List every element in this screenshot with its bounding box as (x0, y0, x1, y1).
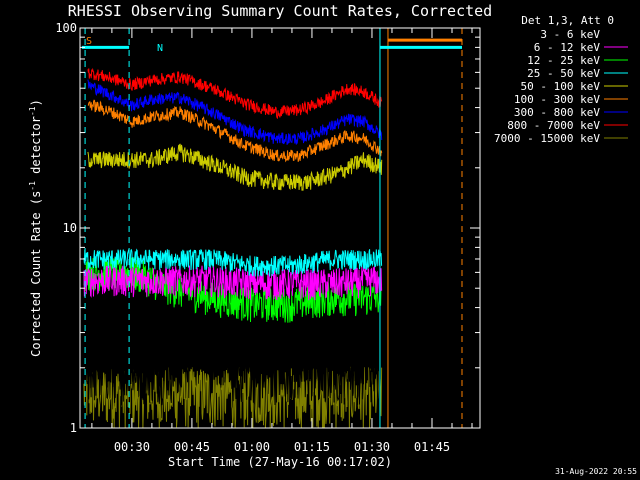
legend-label-100-300-kev: 100 - 300 keV (514, 93, 600, 106)
series-line-800-7000-kev (87, 67, 383, 120)
x-tick-label: 01:45 (414, 440, 450, 454)
legend-label-25-50-kev: 25 - 50 keV (527, 67, 600, 80)
y-axis-label-end: ) (29, 99, 43, 106)
series-line-12-25-kev (83, 255, 383, 323)
y-axis-label-sup1: -1 (28, 181, 37, 191)
x-tick-label: 00:45 (174, 440, 210, 454)
annotation-s: S (86, 36, 92, 47)
y-tick-label: 1 (70, 421, 77, 435)
legend-label-12-25-kev: 12 - 25 keV (527, 54, 600, 67)
y-axis-label-main: Corrected Count Rate (s (29, 191, 43, 357)
series-line-25-50-kev (83, 248, 383, 277)
legend-label-800-7000-kev: 800 - 7000 keV (507, 119, 600, 132)
plot-data (83, 67, 383, 429)
y-tick-label: 10 (63, 221, 77, 235)
y-tick-label: 100 (55, 21, 77, 35)
series-line-6-12-kev (83, 265, 383, 301)
chart-title: RHESSI Observing Summary Count Rates, Co… (68, 2, 492, 20)
x-tick-label: 00:30 (114, 440, 150, 454)
y-axis-label-mid: detector (29, 116, 43, 181)
x-tick-label: 01:15 (294, 440, 330, 454)
legend-label-3-6-kev: 3 - 6 keV (540, 28, 600, 41)
legend-header: Det 1,3, Att 0 (521, 14, 614, 27)
legend-label-50-100-kev: 50 - 100 keV (521, 80, 601, 93)
series-line-300-800-kev (87, 79, 383, 145)
x-axis: 00:30 00:45 01:00 01:15 01:30 01:45 (91, 28, 473, 454)
y-axis-label-sup2: -1 (28, 106, 37, 116)
series-line-100-300-kev (87, 99, 383, 163)
footer-timestamp: 31-Aug-2022 20:55 (555, 467, 637, 476)
legend-label-300-800-kev: 300 - 800 keV (514, 106, 600, 119)
y-axis-label: Corrected Count Rate (s-1 detector-1) (28, 99, 43, 357)
x-tick-label: 01:00 (234, 440, 270, 454)
annotation-n: N (157, 43, 163, 54)
x-axis-label: Start Time (27-May-16 00:17:02) (168, 455, 392, 469)
x-tick-label: 01:30 (354, 440, 390, 454)
series-line-50-100-kev (87, 143, 383, 191)
legend-label-6-12-kev: 6 - 12 keV (534, 41, 601, 54)
y-axis: 1 10 100 (55, 21, 480, 435)
series-line-3-6-kev (83, 311, 381, 407)
legend-label-7000-15000-kev: 7000 - 15000 keV (494, 132, 600, 145)
